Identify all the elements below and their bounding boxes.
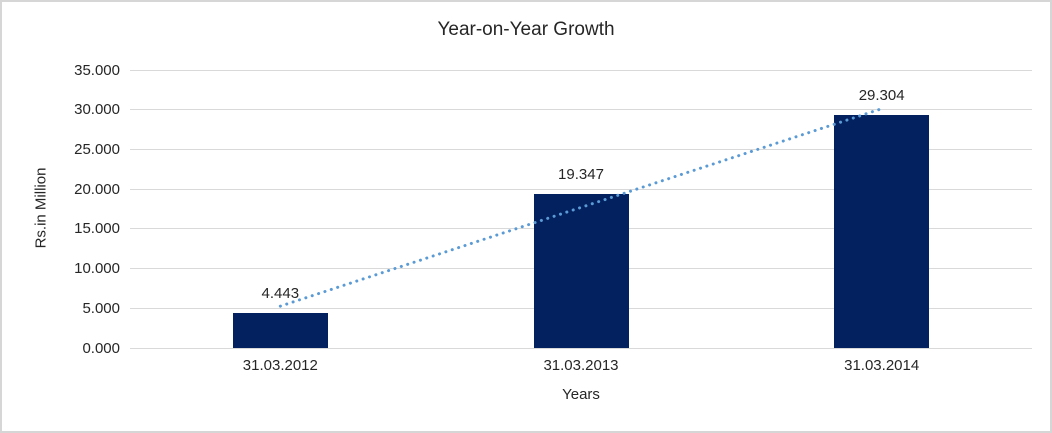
gridline [130,347,1032,349]
x-tick-label: 31.03.2013 [543,357,619,374]
x-axis-title: Years [562,386,600,403]
bar [834,115,930,348]
chart-title: Year-on-Year Growth [437,19,615,40]
y-tick-label: 20.000 [74,180,120,198]
y-tick-label: 35.000 [74,61,120,79]
bar-value-label: 19.347 [558,166,604,184]
y-tick-label: 30.000 [74,101,120,119]
gridline [130,109,1032,111]
y-tick-label: 5.000 [82,299,120,317]
bar-value-label: 29.304 [858,87,905,105]
y-tick-label: 10.000 [74,260,120,278]
bar [232,312,328,348]
y-tick-label: 0.000 [82,339,120,357]
x-tick-label: 31.03.2014 [844,357,920,374]
y-tick-label: 25.000 [74,140,120,158]
gridline [130,69,1032,71]
bar-value-label: 4.443 [261,284,300,302]
y-tick-label: 15.000 [74,220,120,238]
bar [533,194,629,348]
x-tick-label: 31.03.2012 [242,357,318,374]
